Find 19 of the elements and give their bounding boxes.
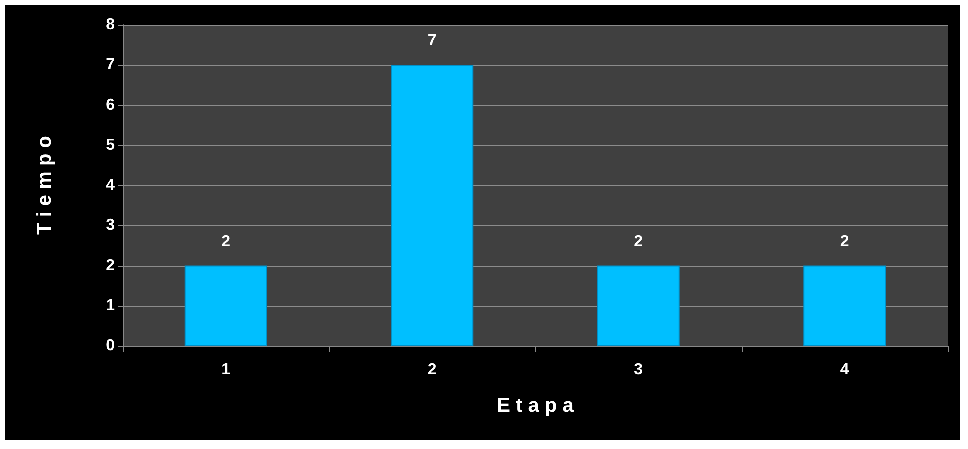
y-tick-label: 6: [106, 96, 116, 114]
y-tick-label: 2: [106, 257, 116, 274]
x-tick-label: 4: [840, 362, 850, 378]
y-tick-label: 4: [106, 177, 116, 194]
y-tick-label: 3: [106, 217, 116, 234]
x-tick-label: 1: [222, 362, 231, 378]
y-tick-label: 8: [106, 16, 116, 34]
x-tick-label: 3: [634, 362, 644, 378]
data-label: 2: [840, 233, 850, 250]
y-axis-title: T i e m p o: [34, 136, 56, 235]
data-label: 2: [634, 233, 644, 250]
y-tick-label: 5: [106, 136, 116, 154]
data-label: 7: [428, 32, 437, 50]
x-tick-label: 2: [428, 362, 437, 378]
y-tick-label: 0: [106, 338, 116, 354]
y-tick-label: 1: [106, 297, 116, 314]
x-axis-title: E t a p a: [497, 395, 575, 417]
data-label: 2: [222, 233, 231, 250]
y-tick-label: 7: [106, 56, 116, 74]
